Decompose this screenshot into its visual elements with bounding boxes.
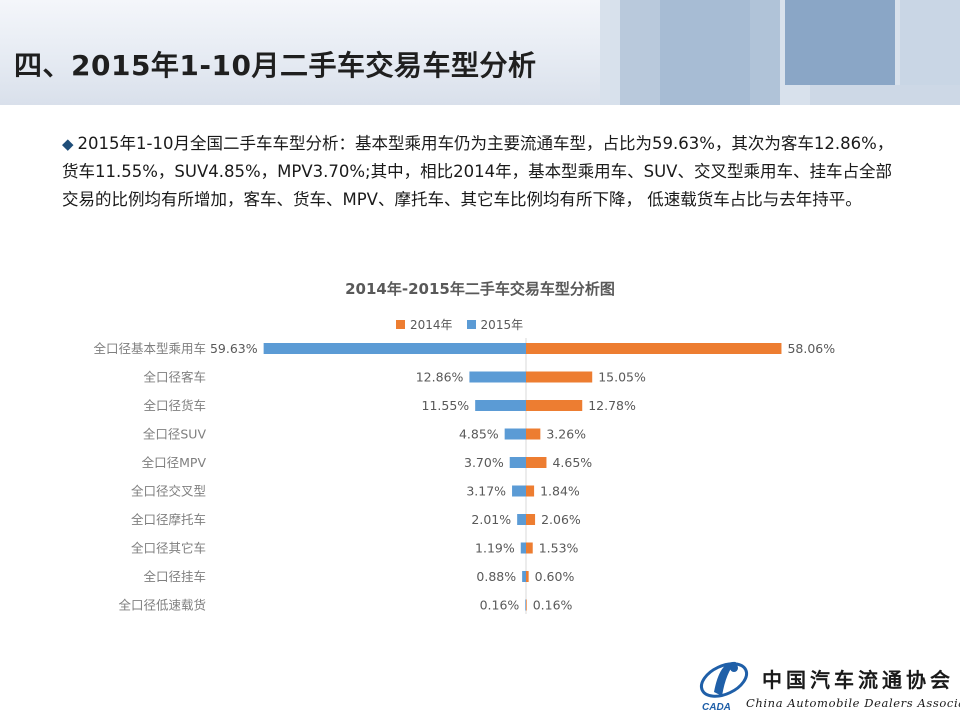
data-label-2015-9: 0.16%: [480, 598, 520, 613]
legend-swatch-2014: [396, 320, 405, 329]
legend-label-2015: 2015年: [480, 318, 524, 332]
bar-2014-8: [526, 571, 529, 582]
chart-title: 2014年-2015年二手车交易车型分析图: [345, 280, 615, 298]
bar-2015-3: [504, 428, 526, 440]
bar-2014-7: [526, 542, 533, 554]
page-title: 四、2015年1-10月二手车交易车型分析: [14, 49, 537, 82]
bar-2015-6: [517, 514, 526, 525]
legend-swatch-2015: [466, 320, 476, 329]
diamond-bullet-icon: ◆: [62, 135, 74, 153]
logo-name-en: China Automobile Dealers Association: [746, 696, 960, 710]
data-label-2015-0: 59.63%: [210, 341, 258, 356]
data-label-2014-5: 1.84%: [540, 484, 580, 499]
category-label-9: 全口径低速载货: [118, 598, 206, 613]
data-label-2014-0: 58.06%: [787, 341, 835, 356]
bar-2014-2: [526, 400, 583, 411]
bar-2015-0: [263, 343, 526, 354]
chart-legend: 2014年 2015年: [396, 316, 523, 333]
data-label-2014-6: 2.06%: [541, 512, 581, 527]
data-label-2014-2: 12.78%: [588, 398, 636, 413]
data-label-2014-9: 0.16%: [533, 598, 573, 613]
legend-item-2014: 2014年: [396, 316, 453, 333]
slide-header: 四、2015年1-10月二手车交易车型分析: [0, 0, 960, 105]
bar-2014-4: [526, 457, 547, 468]
category-label-3: 全口径SUV: [143, 427, 207, 442]
data-label-2015-4: 3.70%: [464, 455, 504, 470]
logo-name-cn: 中国汽车流通协会: [762, 668, 954, 692]
bar-2014-3: [526, 428, 541, 440]
category-label-0: 全口径基本型乘用车: [93, 341, 206, 356]
bar-2015-4: [509, 457, 526, 468]
category-label-6: 全口径摩托车: [131, 512, 206, 527]
bar-2015-7: [520, 542, 526, 554]
data-label-2014-7: 1.53%: [539, 541, 579, 556]
bar-2015-2: [475, 400, 526, 411]
data-label-2015-1: 12.86%: [416, 370, 464, 385]
bar-2015-9: [525, 599, 526, 611]
legend-label-2014: 2014年: [410, 318, 453, 332]
category-label-7: 全口径其它车: [131, 541, 206, 556]
bar-2014-6: [526, 514, 536, 525]
data-label-2015-7: 1.19%: [475, 541, 515, 556]
data-label-2015-8: 0.88%: [476, 569, 516, 584]
description-paragraph: ◆ 2015年1-10月全国二手车车型分析：基本型乘用车仍为主要流通车型，占比为5…: [62, 130, 902, 214]
description-text: 2015年1-10月全国二手车车型分析：基本型乘用车仍为主要流通车型，占比为59…: [62, 134, 894, 209]
data-label-2014-3: 3.26%: [546, 427, 586, 442]
data-label-2015-5: 3.17%: [466, 484, 506, 499]
category-label-1: 全口径客车: [143, 370, 206, 385]
bar-2015-5: [512, 485, 526, 497]
bar-2014-9: [526, 599, 527, 611]
data-label-2015-2: 11.55%: [422, 398, 470, 413]
data-label-2015-6: 2.01%: [471, 512, 511, 527]
bar-2014-0: [526, 343, 782, 354]
cada-emblem-icon: CADA: [699, 661, 749, 713]
category-label-4: 全口径MPV: [142, 455, 207, 470]
cada-logo: CADA 中国汽车流通协会 China Automobile Dealers A…: [696, 652, 960, 714]
legend-item-2015: 2015年: [466, 316, 524, 333]
bar-2015-8: [522, 571, 526, 582]
data-label-2014-4: 4.65%: [552, 455, 592, 470]
header-decoration-image: [600, 0, 960, 105]
data-label-2014-8: 0.60%: [535, 569, 575, 584]
data-label-2015-3: 4.85%: [459, 427, 499, 442]
category-label-2: 全口径货车: [143, 398, 206, 413]
data-label-2014-1: 15.05%: [598, 370, 646, 385]
emblem-text: CADA: [702, 702, 731, 713]
category-label-8: 全口径挂车: [143, 569, 206, 584]
bar-2014-5: [526, 485, 535, 497]
bar-2014-1: [526, 371, 593, 383]
bar-2015-1: [469, 371, 526, 383]
category-label-5: 全口径交叉型: [131, 484, 206, 499]
